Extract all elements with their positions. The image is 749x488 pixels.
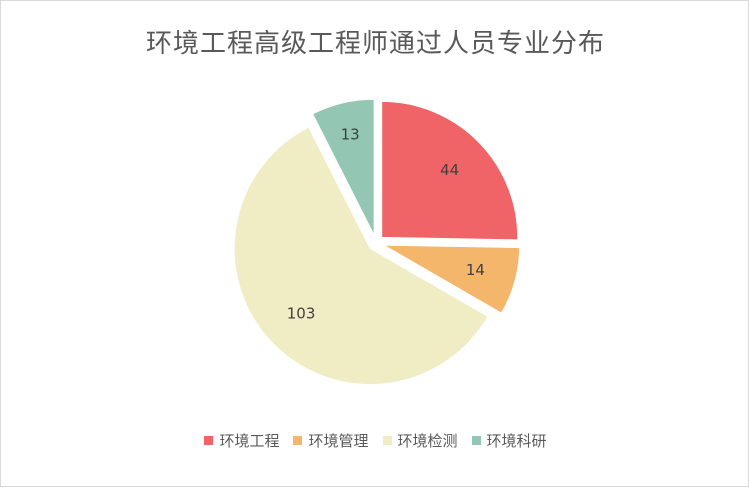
- chart-legend: 环境工程 环境管理 环境检测 环境科研: [1, 430, 749, 451]
- legend-swatch: [382, 436, 392, 445]
- chart-title: 环境工程高级工程师通过人员专业分布: [145, 29, 605, 59]
- legend-label: 环境科研: [486, 432, 547, 450]
- legend-swatch: [471, 436, 481, 445]
- legend-label: 环境管理: [308, 432, 369, 450]
- pie-slice[interactable]: [381, 100, 519, 241]
- legend-label: 环境工程: [219, 432, 280, 450]
- legend-item[interactable]: 环境检测: [382, 430, 458, 451]
- pie-data-labels: 44 14 103 13: [287, 125, 485, 322]
- legend-swatch: [293, 436, 303, 445]
- pie-data-label: 14: [466, 261, 485, 279]
- pie-slice[interactable]: [233, 126, 489, 385]
- pie-slices: [233, 98, 521, 385]
- pie-data-label: 103: [287, 304, 316, 322]
- pie-slice[interactable]: [311, 98, 375, 236]
- legend-label: 环境检测: [397, 432, 458, 450]
- pie-data-label: 13: [341, 125, 360, 143]
- legend-item[interactable]: 环境科研: [471, 430, 547, 451]
- pie-slice[interactable]: [381, 244, 521, 314]
- legend-item[interactable]: 环境管理: [293, 430, 369, 451]
- pie-data-label: 44: [440, 161, 459, 179]
- legend-swatch: [204, 436, 214, 445]
- legend-item[interactable]: 环境工程: [204, 430, 279, 451]
